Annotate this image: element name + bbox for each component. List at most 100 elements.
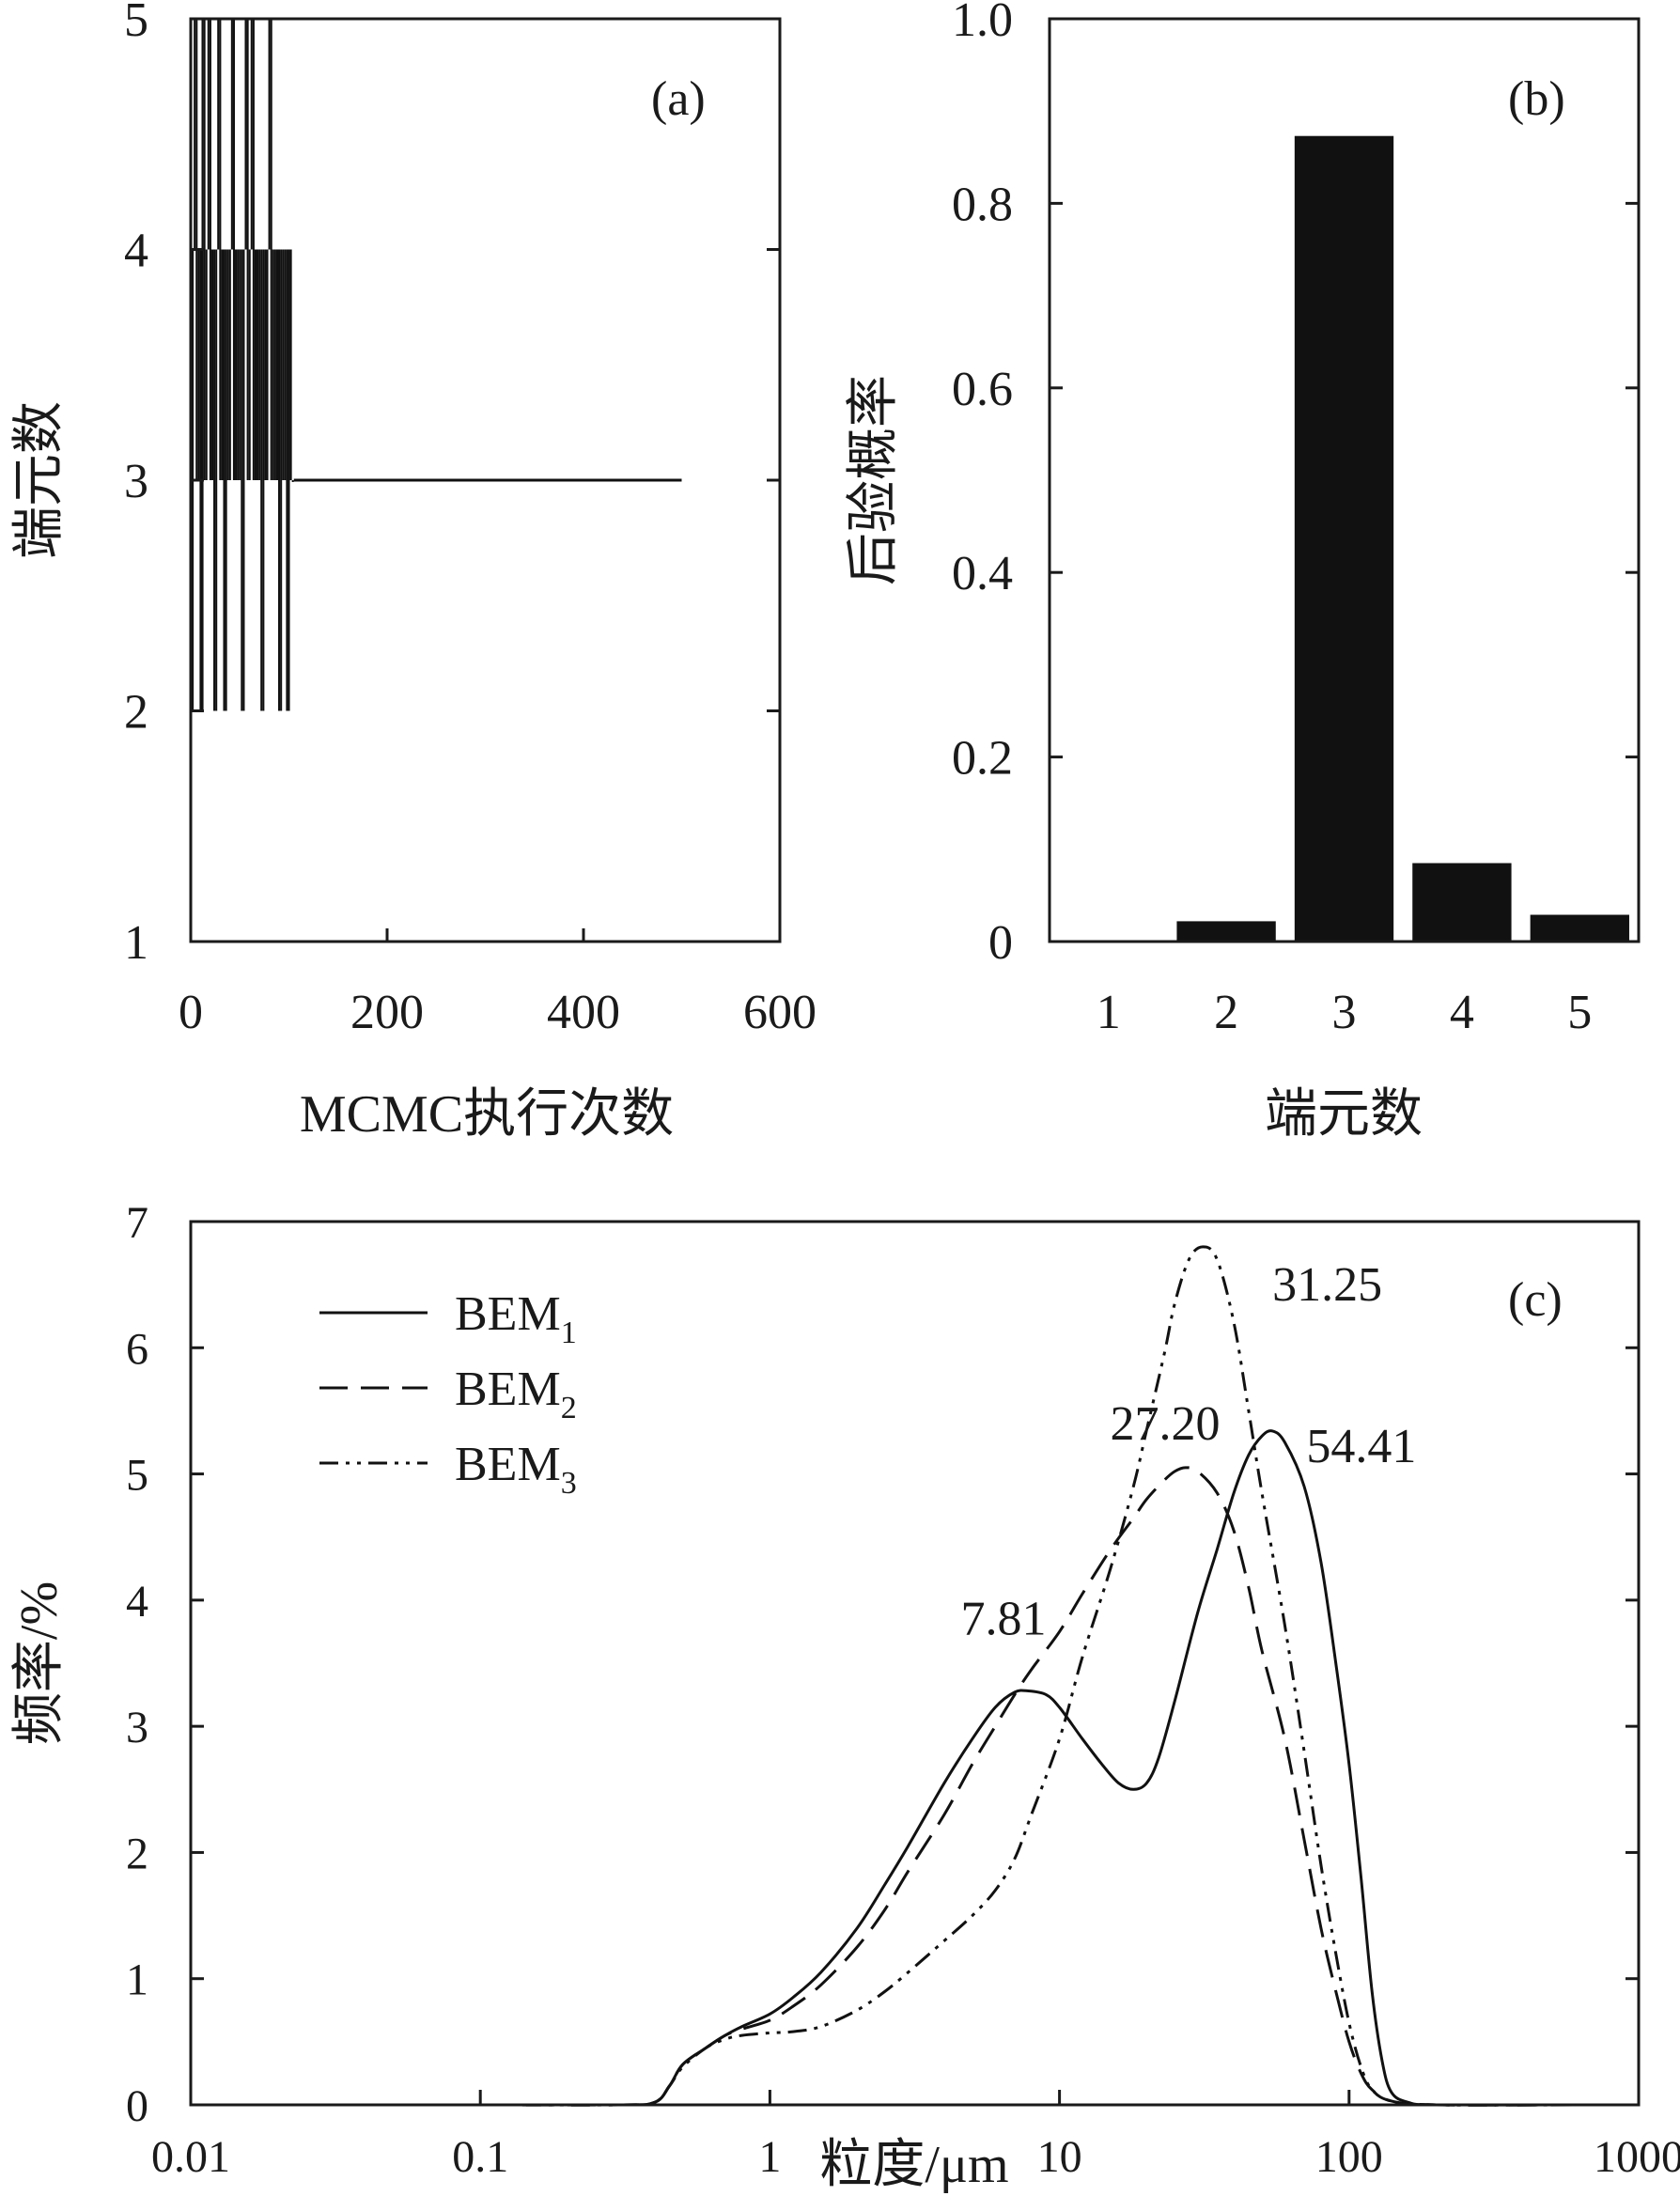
panel-b-ylabel: 后验概率 [845, 375, 903, 585]
trace-segment [264, 249, 267, 480]
x-tick-label: 0.01 [151, 2132, 230, 2182]
trace-segment [286, 249, 288, 711]
y-tick-label: 1 [124, 916, 148, 970]
trace-segment [270, 19, 272, 480]
panel-c-lines [277, 1245, 1575, 2107]
trace-segment [266, 249, 269, 480]
x-tick-label: 0.1 [452, 2132, 508, 2182]
trace-segment [239, 249, 241, 480]
trace-segment [201, 19, 204, 711]
trace-segment [268, 19, 271, 250]
y-tick-label: 0.8 [952, 178, 1013, 231]
y-tick-label: 0 [126, 2081, 148, 2131]
bar [1530, 914, 1629, 942]
panel-c-frame [189, 1220, 1641, 2107]
trace-segment [288, 249, 290, 711]
panel-b-bars [1176, 135, 1629, 942]
trace-segment [257, 249, 259, 480]
trace-segment [228, 249, 231, 480]
trace-segment [291, 480, 294, 482]
trace-segment [258, 249, 261, 480]
y-tick-label: 2 [126, 1829, 148, 1878]
trace-segment [241, 249, 243, 711]
trace-segment [209, 19, 211, 480]
y-tick-label: 6 [126, 1324, 148, 1374]
trace-segment [272, 249, 274, 480]
trace-segment [289, 249, 292, 480]
panel-b-xlabel: 端元数 [1265, 1085, 1423, 1144]
trace-segment [280, 249, 283, 711]
panel-c-label: (c) [1508, 1273, 1563, 1327]
trace-segment [215, 249, 218, 711]
trace-segment [197, 249, 200, 480]
trace-segment [260, 249, 263, 711]
panel-b-label: (b) [1508, 72, 1565, 126]
x-tick-label: 2 [1214, 986, 1238, 1039]
y-tick-label: 5 [124, 0, 148, 47]
trace-segment [278, 249, 281, 711]
panel-a-xlabel: MCMC执行次数 [300, 1085, 674, 1144]
legend-label: BEM2 [455, 1363, 577, 1425]
x-tick-label: 100 [1315, 2132, 1383, 2182]
x-tick-label: 200 [350, 986, 424, 1039]
x-tick-label: 3 [1332, 986, 1357, 1039]
trace-segment [217, 19, 220, 250]
trace-segment [205, 249, 208, 480]
trace-segment [235, 249, 238, 480]
x-tick-label: 0 [179, 986, 203, 1039]
y-tick-label: 4 [126, 1577, 148, 1627]
panel-c-ylabel: 频率/% [10, 1581, 69, 1745]
panel-a-ticks: 0 200 400 600 1 2 3 4 5 [124, 0, 817, 1039]
panel-a-label: (a) [651, 72, 706, 126]
x-tick-label: 1000 [1594, 2132, 1680, 2182]
trace-segment [237, 249, 240, 480]
trace-segment [244, 19, 247, 250]
peak-annotation: 54.41 [1306, 1420, 1416, 1473]
panel-a-ylabel: 端元数 [10, 401, 69, 559]
y-tick-label: 2 [124, 686, 148, 740]
trace-segment [282, 249, 285, 480]
bar [1294, 135, 1394, 942]
panel-c-legend: BEM1 BEM2 BEM3 [319, 1287, 577, 1501]
panel-b-frame [1048, 17, 1641, 943]
trace-segment [225, 249, 227, 711]
trace-segment [226, 249, 229, 480]
bar [1412, 863, 1512, 942]
panel-a: 0 200 400 600 1 2 3 4 5 (a) MCMC执行次数 端元数 [10, 0, 817, 1144]
x-tick-label: 5 [1567, 986, 1592, 1039]
panel-b-ticks: 1 2 3 4 5 0 0.2 0.4 0.6 0.8 1.0 [952, 0, 1639, 1039]
trace-segment [273, 249, 276, 480]
panel-a-trace [192, 19, 294, 711]
peak-annotation: 31.25 [1272, 1258, 1382, 1312]
x-tick-label: 10 [1037, 2132, 1082, 2182]
trace-segment [254, 249, 257, 480]
bar [1176, 921, 1276, 942]
y-tick-label: 1 [126, 1955, 148, 2005]
trace-segment [262, 249, 265, 711]
trace-segment [246, 19, 249, 480]
y-tick-label: 3 [126, 1703, 148, 1752]
trace-segment [252, 19, 255, 480]
y-tick-label: 5 [126, 1451, 148, 1501]
trace-segment [221, 249, 224, 480]
trace-segment [230, 19, 233, 250]
trace-segment [207, 19, 210, 250]
panel-c: 0.01 0.1 1 10 100 1000 0 1 2 3 4 5 6 7 7.81 27.20 31.25… [10, 1198, 1680, 2194]
trace-segment [232, 19, 236, 480]
x-tick-label: 1 [758, 2132, 781, 2182]
trace-segment [275, 249, 279, 480]
y-tick-label: 0.2 [952, 732, 1013, 786]
y-tick-label: 1.0 [952, 0, 1013, 47]
x-tick-label: 1 [1097, 986, 1121, 1039]
panel-c-xlabel: 粒度/μm [819, 2136, 1008, 2194]
trace-segment [219, 19, 222, 480]
trace-segment [203, 19, 206, 480]
peak-annotation: 27.20 [1111, 1397, 1221, 1451]
y-tick-label: 7 [126, 1198, 148, 1248]
trace-segment [223, 249, 226, 711]
y-tick-label: 0.4 [952, 547, 1013, 600]
trace-segment [242, 249, 245, 711]
panel-c-ticks: 0.01 0.1 1 10 100 1000 0 1 2 3 4 5 6 7 [126, 1198, 1680, 2182]
x-tick-label: 400 [547, 986, 620, 1039]
trace-segment [248, 249, 251, 480]
